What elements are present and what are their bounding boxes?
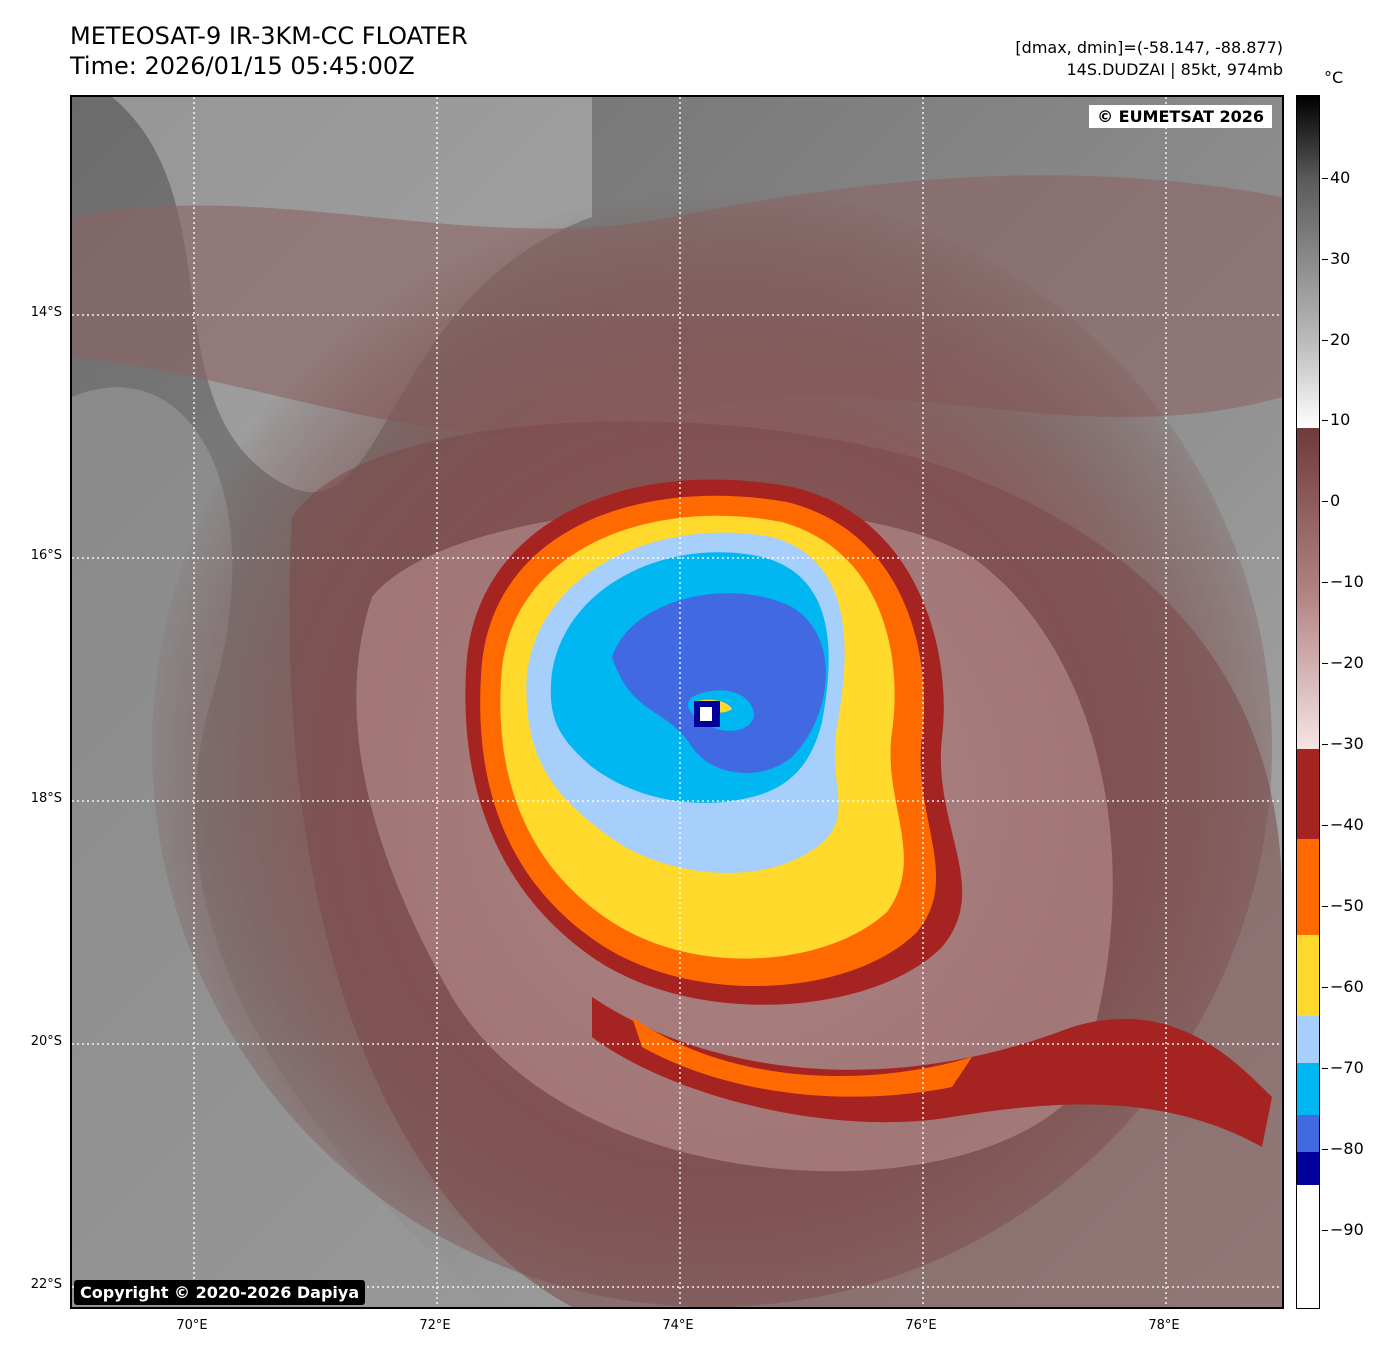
colorbar (1296, 95, 1320, 1309)
colorbar-label: −40 (1330, 815, 1364, 834)
colorbar-royal-blue-segment (1297, 1115, 1319, 1152)
lon-label-72e: 72°E (419, 1318, 451, 1333)
colorbar-label: −30 (1330, 734, 1364, 753)
lon-label-78e: 78°E (1148, 1318, 1180, 1333)
colorbar-label: 20 (1330, 330, 1351, 349)
colorbar-cyan-segment (1297, 1063, 1319, 1115)
lon-label-70e: 70°E (176, 1318, 208, 1333)
colorbar-label: 0 (1330, 491, 1341, 510)
colorbar-light-blue-segment (1297, 1016, 1319, 1063)
colorbar-label: −50 (1330, 896, 1364, 915)
lat-label-18s: 18°S (30, 791, 62, 806)
colorbar-gray-segment (1297, 96, 1319, 428)
lon-label-76e: 76°E (905, 1318, 937, 1333)
colorbar-dark-red-segment (1297, 749, 1319, 839)
lon-label-74e: 74°E (662, 1318, 694, 1333)
colorbar-label: −60 (1330, 977, 1364, 996)
eumetsat-credit: © EUMETSAT 2026 (1089, 105, 1272, 128)
colorbar-label: 10 (1330, 410, 1351, 429)
colorbar-orange-segment (1297, 839, 1319, 935)
colorbar-label: −90 (1330, 1220, 1364, 1239)
lat-label-20s: 20°S (30, 1034, 62, 1049)
colorbar-label: −10 (1330, 572, 1364, 591)
colorbar-brown-segment (1297, 428, 1319, 749)
colorbar-label: −20 (1330, 653, 1364, 672)
infrared-imagery (72, 97, 1282, 1307)
colorbar-white-segment (1297, 1185, 1319, 1308)
image-timestamp: Time: 2026/01/15 05:45:00Z (70, 52, 415, 80)
satellite-image: © EUMETSAT 2026 Copyright © 2020-2026 Da… (70, 95, 1284, 1309)
colorbar-label: 30 (1330, 249, 1351, 268)
image-title: METEOSAT-9 IR-3KM-CC FLOATER (70, 22, 468, 50)
colorbar-unit: °C (1324, 68, 1344, 87)
colorbar-label: −80 (1330, 1139, 1364, 1158)
lat-label-14s: 14°S (30, 305, 62, 320)
colorbar-label: 40 (1330, 168, 1351, 187)
lat-label-22s: 22°S (30, 1277, 62, 1292)
colorbar-label: −70 (1330, 1058, 1364, 1077)
colorbar-yellow-segment (1297, 935, 1319, 1016)
dapiya-credit: Copyright © 2020-2026 Dapiya (74, 1280, 366, 1305)
temperature-range: [dmax, dmin]=(-58.147, -88.877) (1015, 38, 1283, 57)
storm-info: 14S.DUDZAI | 85kt, 974mb (1066, 60, 1284, 79)
lat-label-16s: 16°S (30, 548, 62, 563)
colorbar-navy-segment (1297, 1152, 1319, 1185)
